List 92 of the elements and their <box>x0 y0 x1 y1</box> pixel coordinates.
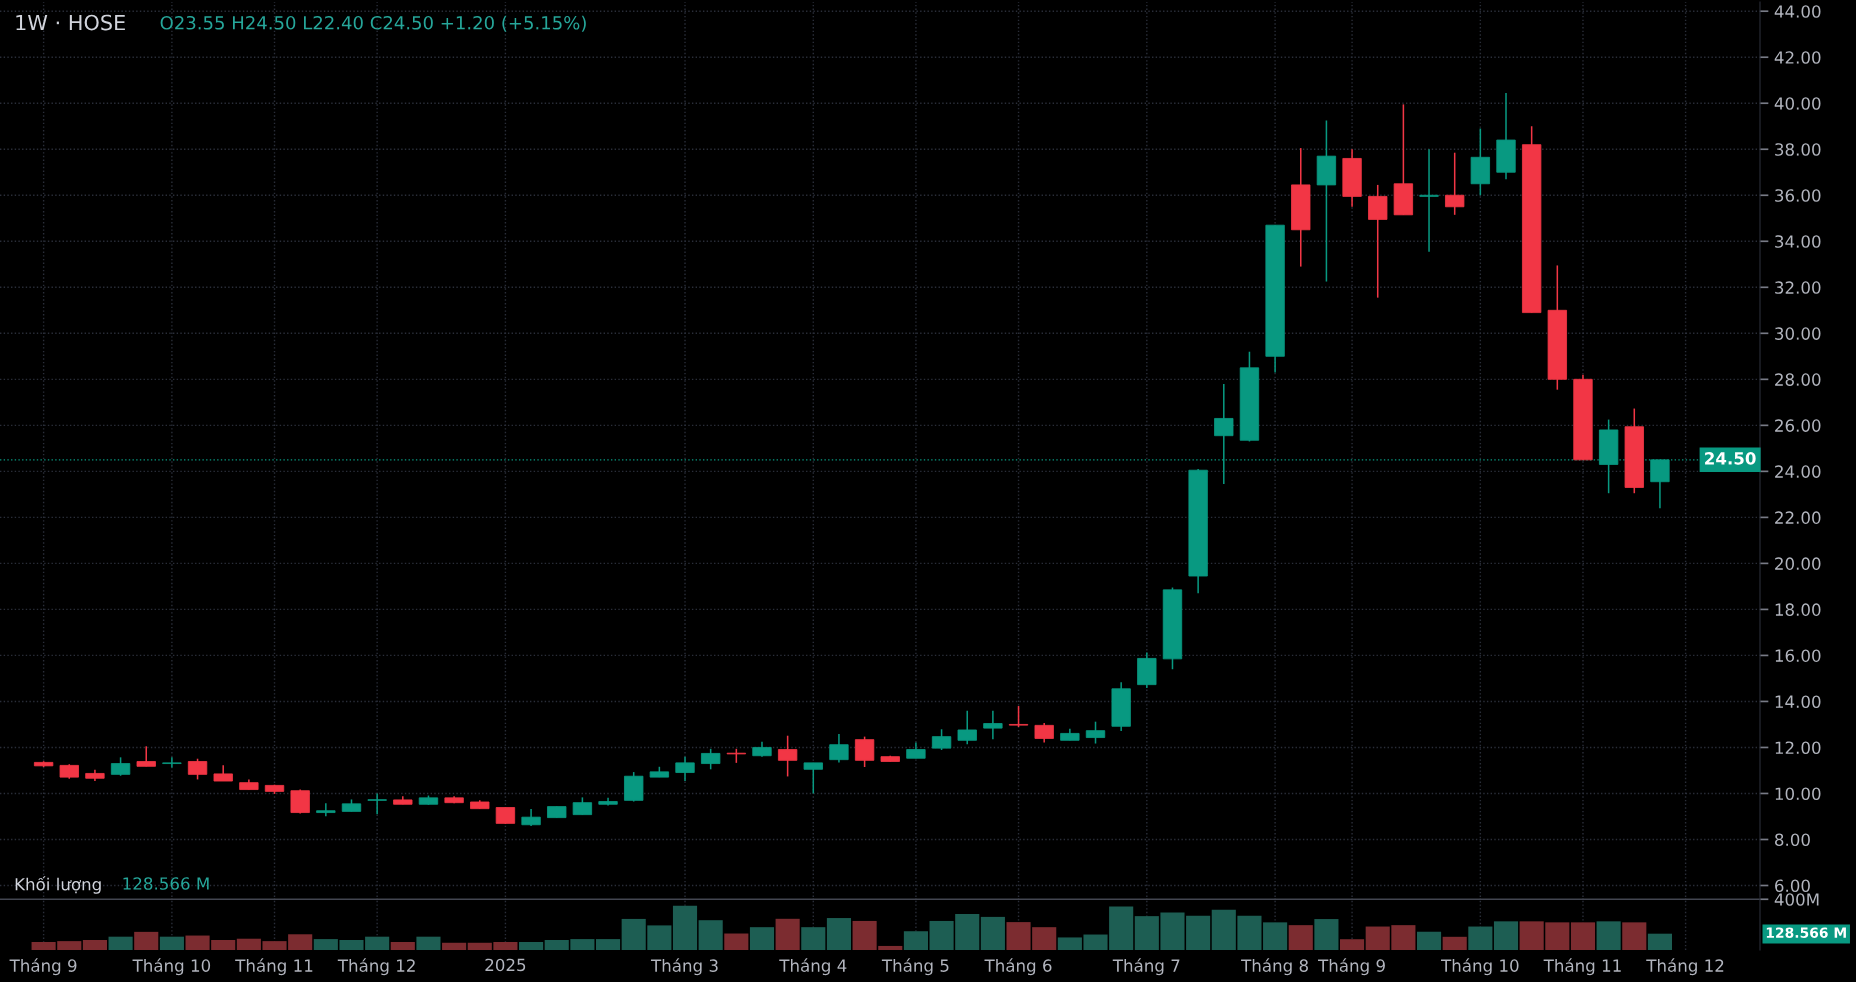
bar <box>1314 919 1339 950</box>
x-tick-label: Tháng 4 <box>779 958 847 976</box>
candlestick <box>1419 148 1439 253</box>
candlestick <box>777 734 798 778</box>
candlestick <box>983 709 1003 740</box>
candlestick <box>1034 722 1054 744</box>
bar <box>1442 936 1467 950</box>
y-tick-label: 32.00 <box>1775 281 1821 294</box>
bar <box>1647 933 1672 950</box>
y-tick-label: 6.00 <box>1775 879 1810 893</box>
x-tick-label: Tháng 8 <box>1241 958 1308 976</box>
bar <box>826 918 852 950</box>
y-tick-label: 30.00 <box>1775 327 1821 340</box>
x-tick-label: Tháng 5 <box>881 958 949 976</box>
bar <box>1596 921 1621 950</box>
x-tick-label: Tháng 12 <box>337 958 415 976</box>
bar <box>1493 921 1519 950</box>
candlestick <box>1085 720 1106 745</box>
bar <box>416 936 441 950</box>
candlestick <box>931 728 952 751</box>
x-tick-label: Tháng 11 <box>235 958 313 976</box>
bar <box>1468 926 1493 950</box>
x-tick-label: Tháng 10 <box>1441 958 1519 976</box>
bar <box>390 942 415 950</box>
candlestick <box>1008 705 1029 728</box>
y-tick-label: 42.00 <box>1774 51 1821 64</box>
candlestick <box>187 757 208 781</box>
candlestick <box>803 762 823 795</box>
bar <box>1622 922 1647 950</box>
bar <box>672 905 698 950</box>
candlestick <box>701 748 721 771</box>
bar <box>1570 922 1596 950</box>
y-tick-label: 24.00 <box>1775 465 1821 478</box>
bar <box>801 927 826 950</box>
y-tick-label: 28.00 <box>1775 373 1821 386</box>
bar <box>1340 939 1365 950</box>
y-tick-label: 12.00 <box>1775 741 1821 755</box>
x-tick-label: Tháng 12 <box>1646 958 1724 976</box>
y-tick-label: 44.00 <box>1774 5 1821 18</box>
annotation: 128.566 M <box>123 877 209 890</box>
bar <box>108 936 133 950</box>
y-tick-label: 40.00 <box>1774 97 1821 110</box>
text: 128.566 M <box>1766 927 1846 938</box>
y-tick-label: 38.00 <box>1775 143 1821 156</box>
y-tick-label: 8.00 <box>1775 833 1810 847</box>
bar <box>519 942 544 950</box>
bar <box>595 939 621 950</box>
bar <box>698 920 723 950</box>
bar <box>724 933 749 950</box>
x-tick-label: Tháng 3 <box>650 958 718 976</box>
bar <box>1416 931 1442 950</box>
bar <box>82 939 107 950</box>
y-tick-label: 14.00 <box>1775 695 1821 708</box>
candlestick <box>675 755 695 782</box>
x-tick-label: Tháng 10 <box>132 958 211 976</box>
y-tick-label: 16.00 <box>1775 649 1821 662</box>
candlestick <box>957 709 977 745</box>
candlestick <box>1368 184 1388 299</box>
chart-title: 1W · HOSE <box>16 14 125 31</box>
x-tick-label: Tháng 9 <box>9 958 77 976</box>
bar <box>159 936 184 950</box>
text: O23.55 H24.50 L22.40 C24.50 +1.20 (+5.15%) <box>160 15 586 32</box>
y-tick-label: 34.00 <box>1775 235 1821 248</box>
ref-line-label: 24.50 <box>1705 452 1756 465</box>
candlestick <box>367 792 387 815</box>
candlestick <box>829 733 849 764</box>
x-tick-label: Tháng 6 <box>984 958 1052 976</box>
y-tick-label: 400M <box>1774 893 1819 906</box>
x-tick-label: 2025 <box>485 958 526 972</box>
y-tick-label: 22.00 <box>1775 511 1821 524</box>
x-tick-label: Tháng 9 <box>1318 958 1385 976</box>
bar <box>749 927 775 950</box>
bar <box>134 931 159 950</box>
candlestick <box>854 735 875 768</box>
y-tick-label: 20.00 <box>1775 557 1821 570</box>
bar <box>775 918 800 950</box>
candlestick <box>136 745 156 768</box>
chart-title: Khối lượng <box>15 876 101 894</box>
y-tick-label: 10.00 <box>1775 787 1821 801</box>
x-tick-label: Tháng 11 <box>1543 958 1621 976</box>
candlestick <box>110 756 131 777</box>
candlestick <box>316 802 336 818</box>
candlestick <box>1445 151 1465 216</box>
x-tick-label: Tháng 7 <box>1112 958 1180 976</box>
bar <box>1288 925 1313 950</box>
y-tick-label: 18.00 <box>1775 603 1821 616</box>
bar <box>903 931 928 950</box>
y-tick-label: 36.00 <box>1775 189 1821 202</box>
candlestick <box>162 756 182 769</box>
bar <box>442 942 467 950</box>
bar <box>980 916 1005 950</box>
y-tick-label: 26.00 <box>1775 419 1821 432</box>
